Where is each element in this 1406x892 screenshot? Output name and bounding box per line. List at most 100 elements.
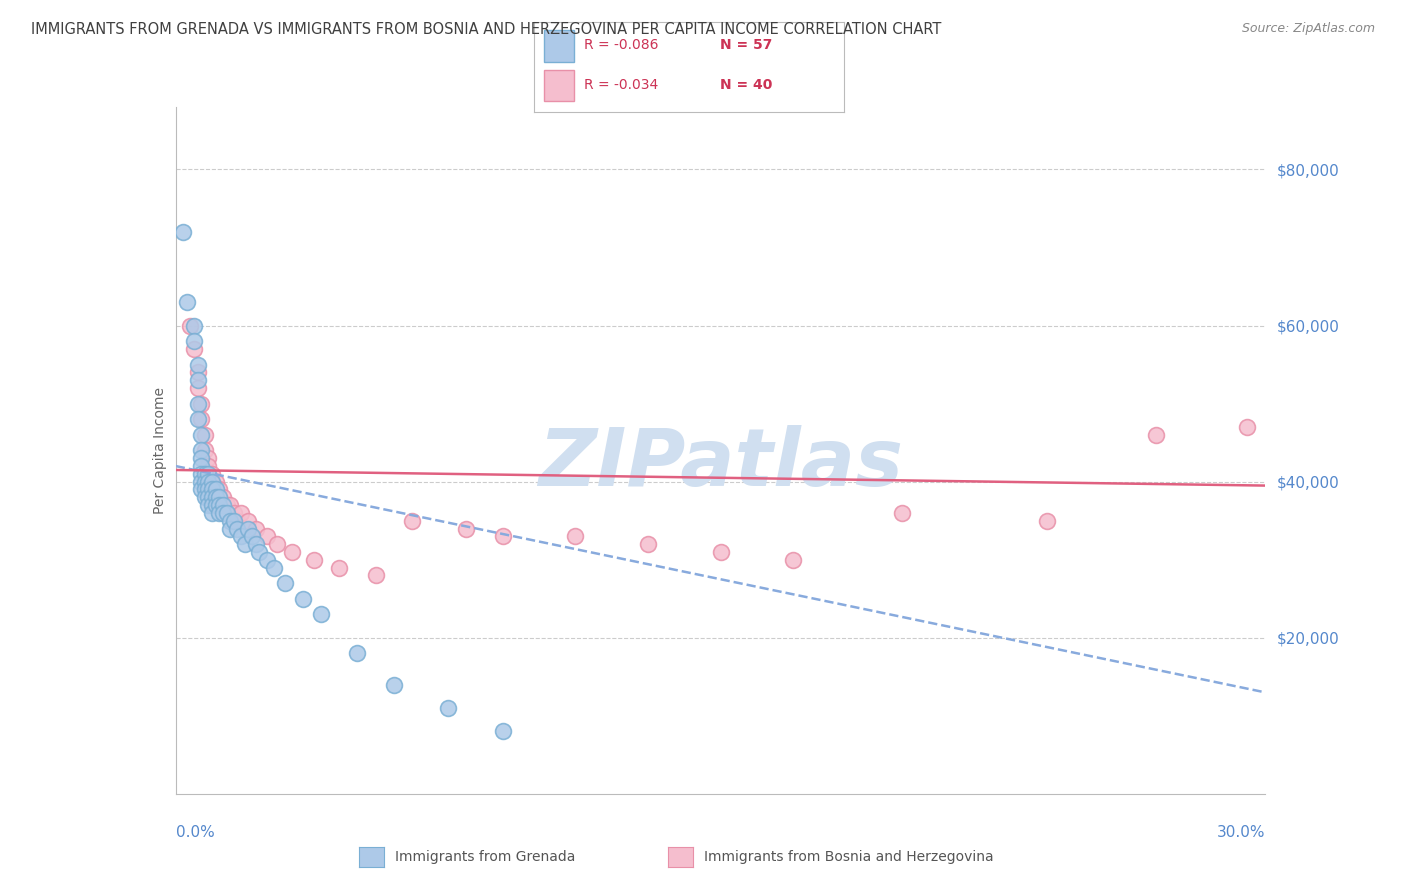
Point [183, 318, 205, 333]
Point [179, 318, 201, 333]
Bar [544, 30, 575, 62]
Bar [544, 70, 575, 101]
Text: Immigrants from Grenada: Immigrants from Grenada [395, 850, 575, 864]
Point [212, 506, 235, 520]
Point [238, 521, 260, 535]
Point [197, 498, 219, 512]
Point [194, 427, 217, 442]
Point [212, 498, 235, 512]
Point [197, 451, 219, 466]
Point [208, 490, 231, 504]
Point [219, 514, 242, 528]
Point [190, 396, 212, 410]
Point [274, 576, 297, 591]
Point [346, 646, 368, 660]
Y-axis label: Per Capita Income: Per Capita Income [153, 387, 167, 514]
Point [215, 498, 238, 512]
Point [281, 545, 304, 559]
Point [201, 475, 224, 489]
Point [176, 295, 198, 310]
Point [186, 412, 209, 426]
Point [186, 373, 209, 387]
Point [226, 514, 249, 528]
Point [328, 560, 350, 574]
Point [204, 490, 226, 504]
Point [190, 467, 212, 481]
Point [208, 498, 231, 512]
Point [782, 552, 804, 567]
Point [382, 678, 405, 692]
Point [401, 514, 423, 528]
Point [256, 529, 278, 543]
Point [197, 483, 219, 497]
Point [190, 475, 212, 489]
Point [208, 506, 231, 520]
Point [208, 490, 231, 504]
Point [1036, 514, 1059, 528]
Point [219, 521, 242, 535]
Point [309, 607, 332, 622]
Point [245, 537, 267, 551]
Point [201, 506, 224, 520]
Text: N = 40: N = 40 [720, 78, 772, 92]
Point [208, 483, 231, 497]
Point [238, 514, 260, 528]
Point [215, 506, 238, 520]
Point [183, 342, 205, 356]
Point [437, 701, 460, 715]
Point [1236, 420, 1258, 434]
Point [197, 490, 219, 504]
Point [247, 545, 270, 559]
Text: R = -0.034: R = -0.034 [583, 78, 658, 92]
Text: IMMIGRANTS FROM GRENADA VS IMMIGRANTS FROM BOSNIA AND HERZEGOVINA PER CAPITA INC: IMMIGRANTS FROM GRENADA VS IMMIGRANTS FR… [31, 22, 941, 37]
Point [240, 529, 263, 543]
Point [245, 521, 267, 535]
Point [172, 225, 194, 239]
Point [201, 490, 224, 504]
Point [233, 537, 256, 551]
Point [190, 483, 212, 497]
Point [256, 552, 278, 567]
Point [231, 506, 253, 520]
Point [186, 396, 209, 410]
Point [492, 724, 515, 739]
Point [637, 537, 659, 551]
Point [201, 475, 224, 489]
Text: R = -0.086: R = -0.086 [583, 38, 658, 53]
Point [186, 358, 209, 372]
Point [190, 443, 212, 458]
Point [263, 560, 285, 574]
Point [194, 483, 217, 497]
Point [226, 521, 249, 535]
Point [186, 381, 209, 395]
Point [186, 366, 209, 380]
Text: Source: ZipAtlas.com: Source: ZipAtlas.com [1241, 22, 1375, 36]
Point [204, 498, 226, 512]
Point [194, 467, 217, 481]
Point [710, 545, 733, 559]
Text: Immigrants from Bosnia and Herzegovina: Immigrants from Bosnia and Herzegovina [704, 850, 994, 864]
Point [1146, 427, 1168, 442]
Point [564, 529, 586, 543]
Point [456, 521, 478, 535]
Point [266, 537, 288, 551]
Point [212, 490, 235, 504]
Point [190, 458, 212, 473]
Point [194, 475, 217, 489]
Point [197, 475, 219, 489]
Point [197, 467, 219, 481]
Point [364, 568, 387, 582]
Point [201, 483, 224, 497]
Point [891, 506, 914, 520]
Point [194, 490, 217, 504]
Point [201, 467, 224, 481]
Point [194, 443, 217, 458]
Point [492, 529, 515, 543]
Text: ZIPatlas: ZIPatlas [538, 425, 903, 503]
Point [302, 552, 325, 567]
Point [219, 498, 242, 512]
Point [204, 483, 226, 497]
Point [222, 506, 245, 520]
Point [190, 451, 212, 466]
Point [190, 427, 212, 442]
